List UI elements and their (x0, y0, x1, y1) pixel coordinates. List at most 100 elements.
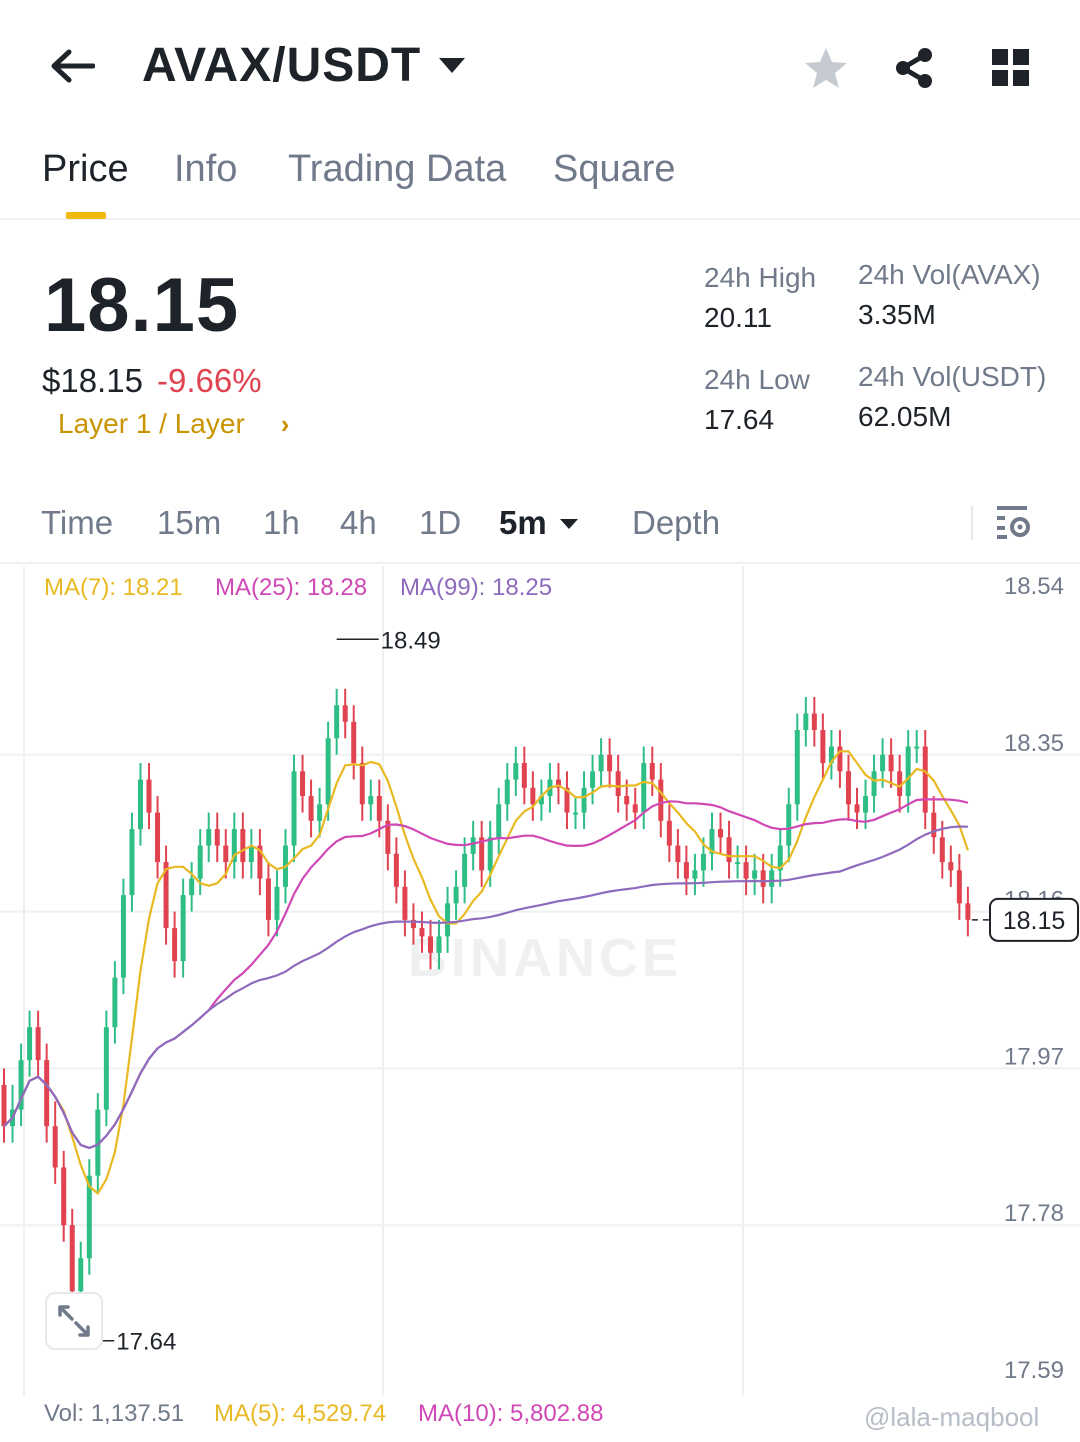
low-marker-label: 17.64 (116, 1329, 176, 1356)
tab-info[interactable]: Info (174, 148, 238, 190)
pair-title: AVAX/USDT (142, 39, 422, 92)
candle-body (786, 804, 792, 846)
candle-body (581, 787, 587, 813)
candle-body (965, 903, 971, 920)
candle-body (598, 754, 604, 772)
ma7-line (3, 750, 969, 1196)
sector-link[interactable]: Layer 1 / Layer › (58, 408, 289, 440)
candle-body (880, 754, 886, 772)
candle-body (479, 837, 485, 871)
candle-body (658, 779, 664, 821)
section-tabs: Price Info Trading Data Square (0, 140, 1080, 220)
candle-body (163, 862, 169, 929)
caret-down-icon (439, 58, 466, 73)
interval-depth[interactable]: Depth (632, 504, 721, 541)
top-bar: AVAX/USDT (0, 0, 1080, 130)
share-icon (896, 48, 932, 88)
candle-body (649, 763, 655, 780)
interval-4h[interactable]: 4h (340, 504, 377, 541)
candle-body (206, 829, 212, 846)
current-price-tag (989, 897, 1079, 942)
candle-body (760, 870, 766, 887)
candle-body (359, 763, 365, 805)
candle-body (393, 853, 399, 887)
candle-body (487, 837, 493, 871)
volume-ma5-legend: MA(5): 4,529.74 (214, 1400, 387, 1427)
volume-ma10-legend: MA(10): 5,802.88 (418, 1400, 604, 1427)
y-axis-tick: 17.78 (1004, 1200, 1064, 1227)
candle-body (948, 862, 954, 871)
vol-quote-value: 62.05M (858, 401, 952, 432)
candle-body (735, 862, 741, 865)
vol-quote-label: 24h Vol(USDT) (858, 361, 1047, 392)
candle-body (905, 746, 911, 797)
favorite-button[interactable] (798, 40, 854, 96)
candle-body (752, 870, 758, 879)
candle-body (564, 787, 570, 813)
candle-body (504, 779, 510, 805)
pair-selector[interactable]: AVAX/USDT (142, 38, 466, 93)
chart-settings-icon (997, 506, 1030, 539)
candle-body (325, 738, 331, 805)
vol-base-value: 3.35M (858, 299, 936, 330)
low-label: 24h Low (704, 364, 810, 395)
ma99-line (3, 825, 968, 1150)
candle-body (590, 771, 596, 788)
candle-body (103, 1027, 109, 1110)
candle-body (513, 763, 519, 780)
candle-body (956, 870, 962, 904)
candle-body (61, 1167, 67, 1226)
candle-body (828, 746, 834, 764)
candle-body (189, 878, 195, 896)
expand-chart-button[interactable] (45, 1292, 103, 1350)
candle-body (794, 730, 800, 805)
ma99-legend: MA(99): 18.25 (400, 574, 553, 601)
y-axis-tick: 18.35 (1004, 730, 1064, 757)
high-marker-label: 18.49 (381, 627, 441, 654)
tab-square[interactable]: Square (553, 148, 676, 190)
candle-body (718, 829, 724, 838)
tab-trading-data[interactable]: Trading Data (288, 148, 507, 190)
interval-1h[interactable]: 1h (263, 504, 300, 541)
candle-body (743, 862, 749, 879)
back-button[interactable] (44, 40, 100, 92)
candle-body (888, 754, 894, 772)
candle-body (248, 845, 254, 863)
candle-body (419, 928, 425, 937)
candle-body (641, 763, 647, 813)
candle-body (146, 779, 152, 813)
menu-button[interactable] (983, 40, 1039, 96)
candle-body (265, 878, 271, 920)
ma7-legend: MA(7): 18.21 (44, 574, 183, 601)
interval-15m[interactable]: 15m (157, 504, 222, 541)
price-change-percent: -9.66% (157, 362, 262, 399)
interval-1d[interactable]: 1D (419, 504, 462, 541)
candle-body (931, 812, 937, 838)
candle-body (632, 804, 638, 813)
candle-body (530, 787, 536, 805)
candle-body (402, 886, 408, 920)
candle-body (428, 936, 433, 953)
volume-legend: Vol: 1,137.51 (44, 1400, 185, 1427)
candle-body (615, 771, 621, 797)
interval-time[interactable]: Time (41, 504, 114, 541)
chart-watermark: BINANCE (408, 928, 682, 988)
candle-body (334, 705, 340, 739)
last-price: 18.15 (44, 263, 240, 348)
y-axis-tick: 17.59 (1004, 1357, 1064, 1384)
candle-body (368, 796, 374, 805)
candle-body (914, 746, 920, 749)
candle-body (845, 771, 851, 805)
chart-settings-button[interactable] (994, 502, 1034, 542)
interval-5m[interactable]: 5m (499, 504, 547, 541)
candle-body (112, 977, 118, 1028)
candle-body (172, 928, 178, 962)
candle-body (607, 754, 613, 772)
arrow-left-icon (51, 49, 95, 83)
share-button[interactable] (886, 40, 942, 96)
candle-body (300, 771, 306, 797)
tab-price[interactable]: Price (42, 148, 129, 190)
credit-watermark: @lala-maqbool (864, 1402, 1040, 1432)
candle-body (197, 845, 203, 879)
